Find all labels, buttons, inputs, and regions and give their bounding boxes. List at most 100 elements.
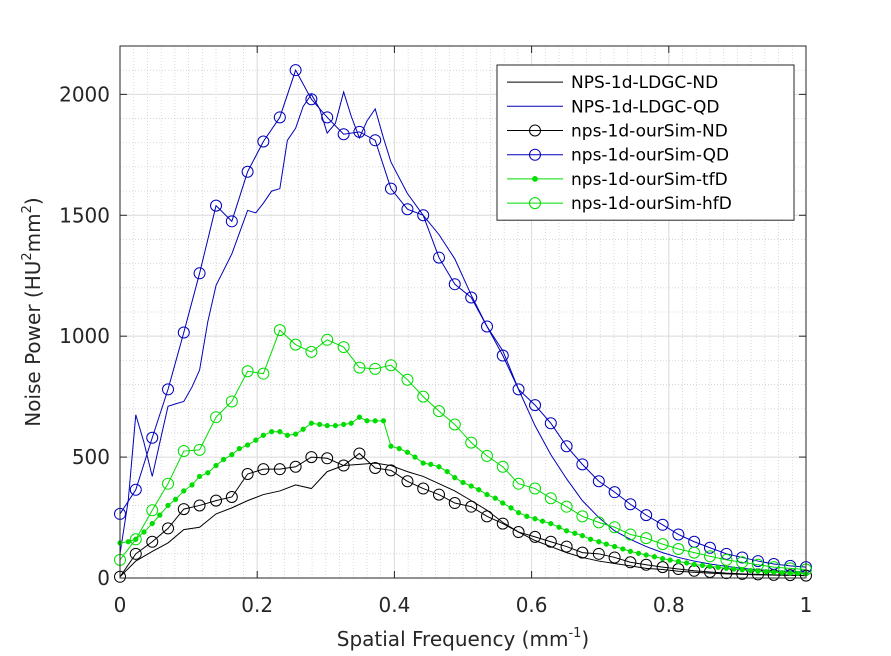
legend-marker: [529, 148, 541, 161]
data-point: [659, 556, 666, 562]
data-point: [795, 570, 801, 577]
legend-label: nps-1d-ourSim-tfD: [571, 170, 728, 190]
legend-box: [496, 64, 795, 221]
data-point: [289, 64, 302, 77]
data-point: [236, 445, 243, 452]
data-point: [401, 475, 414, 488]
data-point: [253, 437, 259, 443]
x-axis-label: Spatial Frequency (mm-1): [337, 626, 589, 651]
data-point: [784, 569, 797, 582]
data-point: [417, 390, 430, 403]
data-point: [672, 528, 685, 541]
data-point: [129, 483, 142, 496]
y-axis-label-sup-1: 2: [20, 252, 35, 260]
data-point: [496, 517, 509, 530]
data-point: [627, 548, 634, 555]
data-point: [428, 461, 434, 467]
data-point: [353, 447, 366, 460]
legend: NPS-1d-LDGC-ND NPS-1d-LDGC-QD nps-1d-ourSi…: [496, 64, 795, 221]
plot-frame: [119, 45, 807, 579]
data-point: [683, 560, 690, 566]
legend-label: nps-1d-ourSim-QD: [571, 146, 729, 166]
data-point: [241, 165, 254, 178]
data-point: [611, 543, 618, 550]
data-point: [260, 432, 267, 438]
legend-label: NPS-1d-LDGC-QD: [571, 97, 719, 117]
data-point: [556, 524, 562, 530]
data-point: [384, 464, 397, 477]
data-point: [779, 570, 785, 576]
data-point: [316, 421, 323, 428]
data-point: [129, 533, 142, 546]
data-point: [177, 445, 190, 458]
data-point: [348, 420, 354, 426]
data-point: [181, 488, 187, 494]
data-point: [162, 477, 175, 490]
data-point: [401, 203, 414, 216]
data-point: [337, 128, 350, 141]
x-tick-label: 1: [800, 593, 813, 617]
data-point: [731, 566, 737, 572]
data-point: [193, 499, 206, 512]
data-point: [189, 482, 195, 488]
data-point: [667, 557, 673, 563]
data-point: [691, 561, 697, 568]
data-point: [146, 535, 159, 548]
data-point: [372, 418, 378, 424]
data-point: [177, 326, 190, 339]
data-point: [544, 492, 557, 505]
legend-label: nps-1d-ourSim-ND: [571, 122, 728, 142]
data-point: [529, 530, 542, 543]
data-point: [432, 251, 445, 264]
data-point: [305, 93, 318, 106]
data-point: [369, 362, 382, 375]
data-point: [539, 518, 546, 524]
legend-label: NPS-1d-LDGC-ND: [571, 73, 718, 93]
legend-marker: [532, 176, 538, 182]
series-nps-1d-ourSim-ND: [114, 447, 812, 583]
data-point: [210, 494, 223, 507]
x-tick-label: 0.8: [653, 593, 685, 617]
y-axis-label-sup-2: 2: [20, 205, 35, 213]
data-point: [321, 452, 334, 465]
data-point: [436, 464, 442, 470]
data-point: [608, 521, 621, 534]
data-point: [767, 561, 780, 574]
data-point: [576, 546, 589, 559]
data-point: [444, 468, 450, 475]
data-point: [465, 436, 478, 449]
data-point: [656, 538, 669, 551]
data-point: [432, 405, 445, 418]
data-point: [412, 454, 418, 460]
data-point: [572, 530, 578, 536]
data-point: [337, 459, 350, 472]
data-point: [624, 556, 637, 569]
data-point: [225, 215, 238, 228]
data-point: [751, 555, 764, 568]
data-point: [529, 482, 542, 495]
data-point: [715, 564, 721, 571]
data-point: [672, 542, 685, 555]
data-point: [603, 541, 610, 547]
data-point: [656, 561, 669, 574]
data-point: [213, 462, 219, 469]
data-point: [624, 528, 637, 541]
data-point: [592, 475, 605, 488]
series-line: [119, 462, 807, 578]
data-point: [129, 547, 142, 560]
series-line: [119, 452, 807, 578]
y-axis-label-part-1: Noise Power (HU: [21, 261, 45, 427]
series-nps-1d-ourSim-hfD: [114, 324, 812, 576]
data-point: [736, 556, 749, 569]
data-point: [420, 460, 426, 466]
data-point: [548, 520, 554, 527]
legend-marker: [529, 124, 541, 137]
data-point: [229, 452, 235, 458]
data-point: [277, 429, 283, 435]
data-point: [720, 553, 733, 566]
data-point: [640, 509, 653, 522]
data-point: [481, 320, 494, 333]
data-point: [273, 324, 286, 337]
data-point: [146, 431, 159, 444]
data-point: [747, 567, 754, 574]
